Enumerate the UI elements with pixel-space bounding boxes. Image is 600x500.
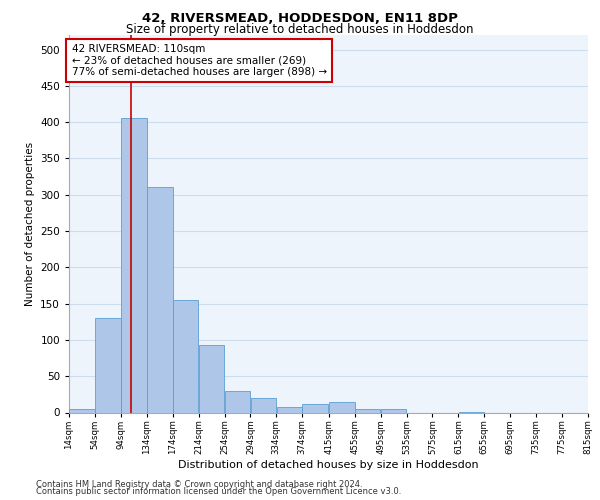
Text: 42, RIVERSMEAD, HODDESDON, EN11 8DP: 42, RIVERSMEAD, HODDESDON, EN11 8DP — [142, 12, 458, 25]
Text: Contains HM Land Registry data © Crown copyright and database right 2024.: Contains HM Land Registry data © Crown c… — [36, 480, 362, 489]
Bar — [121, 118, 146, 412]
Bar — [199, 345, 224, 412]
Bar — [95, 318, 121, 412]
Bar — [302, 404, 328, 412]
Bar — [224, 390, 250, 412]
Text: 42 RIVERSMEAD: 110sqm
← 23% of detached houses are smaller (269)
77% of semi-det: 42 RIVERSMEAD: 110sqm ← 23% of detached … — [71, 44, 327, 77]
Bar — [381, 409, 406, 412]
Bar — [329, 402, 355, 412]
Bar — [277, 406, 302, 412]
Bar — [69, 409, 95, 412]
Bar — [355, 409, 380, 412]
X-axis label: Distribution of detached houses by size in Hoddesdon: Distribution of detached houses by size … — [178, 460, 479, 470]
Y-axis label: Number of detached properties: Number of detached properties — [25, 142, 35, 306]
Bar — [173, 300, 199, 412]
Bar — [251, 398, 276, 412]
Text: Size of property relative to detached houses in Hoddesdon: Size of property relative to detached ho… — [126, 22, 474, 36]
Bar — [147, 188, 173, 412]
Text: Contains public sector information licensed under the Open Government Licence v3: Contains public sector information licen… — [36, 487, 401, 496]
